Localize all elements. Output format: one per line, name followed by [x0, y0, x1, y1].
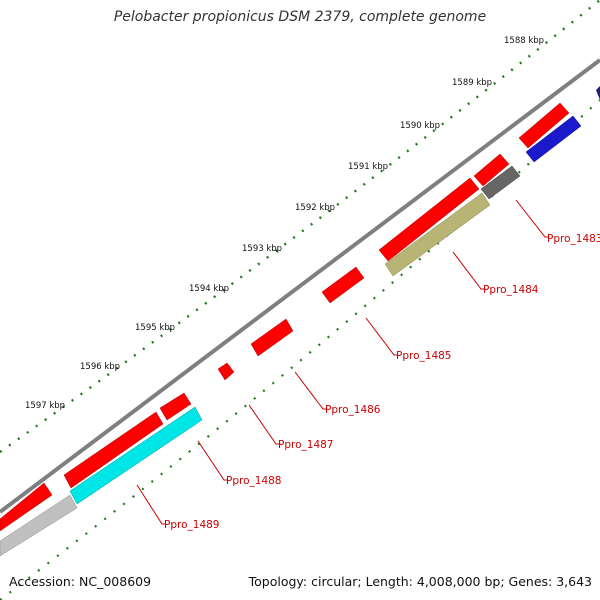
scale-label: 1593 kbp — [242, 244, 282, 254]
gene-arrow[interactable] — [378, 177, 480, 262]
scale-label: 1588 kbp — [504, 36, 544, 46]
scale-label: 1596 kbp — [80, 362, 120, 372]
gene-arrow[interactable] — [384, 192, 491, 277]
topology-text: Topology: circular; Length: 4,008,000 bp… — [248, 574, 592, 589]
leader-line — [515, 199, 549, 238]
scale-label: 1594 kbp — [189, 284, 229, 294]
gene-label[interactable]: Ppro_1484 — [483, 284, 539, 296]
gene-label[interactable]: Ppro_1489 — [164, 519, 219, 531]
leader-line — [197, 440, 228, 481]
genome-backbone — [0, 58, 600, 514]
scale-label: 1597 kbp — [25, 401, 65, 411]
gene-arrow[interactable] — [250, 318, 294, 357]
leader-line — [136, 484, 166, 525]
forward-genes — [0, 102, 570, 532]
accession-text: Accession: NC_008609 — [9, 574, 152, 589]
map-title: Pelobacter propionicus DSM 2379, complet… — [113, 9, 487, 25]
scale-label: 1595 kbp — [135, 323, 175, 333]
gene-arrow[interactable] — [0, 482, 53, 532]
gene-arrow[interactable] — [63, 411, 164, 489]
leader-line — [294, 371, 327, 410]
gene-arrow[interactable] — [480, 165, 521, 200]
gene-arrow[interactable] — [596, 86, 600, 100]
scale-labels: 1588 kbp 1589 kbp 1590 kbp 1591 kbp 1592… — [25, 36, 544, 411]
leader-line — [365, 317, 398, 356]
gene-label[interactable]: Ppro_1486 — [325, 404, 381, 416]
leader-line — [452, 251, 485, 290]
leader-line — [248, 404, 280, 445]
gene-arrow[interactable] — [0, 494, 78, 557]
gene-label[interactable]: Ppro_1483 — [547, 233, 600, 245]
scale-label: 1591 kbp — [348, 162, 388, 172]
scale-label: 1589 kbp — [452, 78, 492, 88]
reverse-genes — [0, 86, 600, 557]
gene-labels: Ppro_1483 Ppro_1484 Ppro_1485 Ppro_1486 … — [164, 233, 600, 531]
gene-arrow[interactable] — [518, 102, 570, 149]
outer-tick-track — [0, 0, 600, 453]
gene-arrow[interactable] — [321, 266, 365, 304]
gene-label[interactable]: Ppro_1485 — [396, 350, 451, 362]
gene-arrow[interactable] — [159, 392, 192, 421]
scale-label: 1590 kbp — [400, 121, 440, 131]
scale-label: 1592 kbp — [295, 203, 335, 213]
gene-arrow[interactable] — [69, 406, 203, 505]
gene-arrow[interactable] — [473, 153, 510, 187]
gene-label[interactable]: Ppro_1487 — [278, 439, 333, 451]
gene-label[interactable]: Ppro_1488 — [226, 475, 281, 487]
gene-arrow[interactable] — [217, 362, 235, 381]
leader-lines — [136, 199, 549, 525]
gene-arrow[interactable] — [525, 115, 582, 163]
